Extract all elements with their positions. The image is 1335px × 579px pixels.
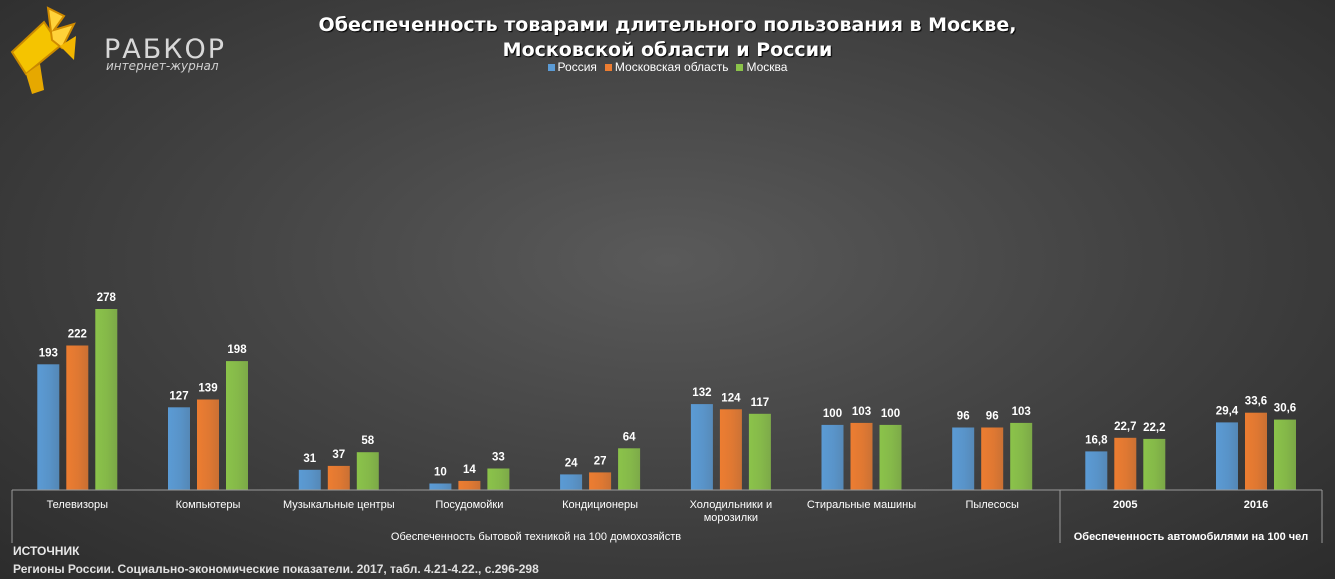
data-label-russia-8: 16,8	[1085, 434, 1108, 446]
data-label-moscow-5: 117	[751, 397, 770, 409]
legend-label-moscow-region: Московская область	[614, 60, 729, 74]
chart-title-line-1: Обеспеченность товарами длительного поль…	[318, 14, 1017, 36]
data-label-moscow-9: 30,6	[1274, 403, 1296, 415]
data-label-moscow-7: 103	[1012, 406, 1031, 418]
bar-moscow-1	[226, 361, 248, 490]
logo-subtitle: интернет-журнал	[106, 59, 219, 73]
legend-label-moscow: Москва	[746, 60, 788, 74]
bar-russia-6	[821, 424, 844, 490]
bar-russia-1	[168, 407, 190, 490]
data-label-moscow_region-9: 33,6	[1245, 396, 1267, 408]
category-label-2: Музыкальные центры	[283, 499, 395, 511]
data-label-moscow-4: 64	[623, 431, 636, 443]
bar-russia-8	[1085, 451, 1108, 490]
data-label-russia-7: 96	[957, 411, 970, 423]
legend-item-moscow-region: Московская область	[604, 60, 729, 74]
category-label-7: Пылесосы	[965, 499, 1019, 511]
legend-swatch-russia	[547, 63, 555, 71]
bar-moscow_region-5	[719, 409, 742, 490]
data-label-russia-2: 31	[303, 453, 316, 465]
data-label-russia-0: 193	[39, 347, 58, 359]
bar-russia-5	[690, 404, 713, 490]
data-label-moscow_region-0: 222	[68, 329, 87, 341]
source-heading: ИСТОЧНИК	[13, 544, 80, 558]
bar-moscow-7	[1010, 422, 1033, 490]
bar-moscow-8	[1143, 438, 1166, 490]
category-label-0: Телевизоры	[47, 499, 109, 511]
data-label-moscow_region-8: 22,7	[1114, 421, 1136, 433]
group-label-cars: Обеспеченность автомобилями на 100 чел	[1074, 531, 1309, 543]
legend-swatch-moscow	[736, 63, 744, 71]
legend: Россия Московская область Москва	[0, 60, 1335, 74]
category-label-6: Стиральные машины	[807, 499, 916, 511]
bar-moscow_region-8	[1114, 437, 1137, 490]
bar-moscow-5	[748, 413, 771, 490]
bar-moscow_region-9	[1245, 412, 1267, 490]
bar-moscow_region-4	[589, 472, 612, 490]
legend-item-moscow: Москва	[736, 60, 787, 74]
data-label-moscow_region-6: 103	[852, 406, 871, 418]
data-label-moscow_region-3: 14	[463, 464, 476, 476]
bar-moscow-6	[879, 424, 902, 490]
data-label-moscow_region-2: 37	[332, 449, 345, 461]
data-label-moscow_region-5: 124	[721, 392, 741, 404]
data-label-moscow-8: 22,2	[1143, 422, 1165, 434]
data-label-russia-5: 132	[692, 387, 711, 399]
bar-moscow_region-2	[327, 465, 350, 490]
data-label-moscow_region-4: 27	[594, 455, 607, 467]
bar-russia-9	[1216, 422, 1238, 490]
category-label-4: Кондиционеры	[562, 499, 638, 511]
logo: РАБКОР интернет-журнал	[4, 2, 224, 102]
data-label-moscow-1: 198	[227, 344, 247, 356]
bar-moscow-4	[618, 448, 641, 490]
category-label-9: 2016	[1244, 499, 1268, 511]
bar-moscow_region-7	[981, 427, 1004, 490]
bar-moscow_region-1	[197, 399, 219, 490]
data-label-russia-9: 29,4	[1216, 405, 1239, 417]
data-label-russia-6: 100	[823, 408, 842, 420]
data-label-moscow-2: 58	[361, 435, 374, 447]
data-label-moscow_region-1: 139	[198, 383, 217, 395]
data-label-moscow-0: 278	[97, 292, 117, 304]
data-label-russia-3: 10	[434, 467, 447, 479]
category-label-3: Посудомойки	[435, 499, 503, 511]
chart-title: Обеспеченность товарами длительного поль…	[250, 13, 1085, 63]
source-text: Регионы России. Социально-экономические …	[13, 562, 539, 576]
legend-item-russia: Россия	[547, 60, 597, 74]
data-label-moscow_region-7: 96	[986, 411, 999, 423]
category-label-1: Компьютеры	[176, 499, 241, 511]
bar-russia-2	[298, 469, 321, 490]
category-label-5-line-1: Холодильники и	[690, 499, 773, 511]
group-label-appliances: Обеспеченность бытовой техникой на 100 д…	[391, 531, 681, 543]
bar-moscow-3	[487, 468, 510, 490]
bar-moscow-9	[1274, 419, 1296, 490]
data-label-russia-1: 127	[169, 390, 188, 402]
data-label-russia-4: 24	[565, 457, 578, 469]
legend-label-russia: Россия	[557, 60, 597, 74]
data-label-moscow-6: 100	[881, 408, 900, 420]
legend-swatch-moscow-region	[604, 63, 612, 71]
bar-moscow_region-6	[850, 422, 873, 490]
megaphone-icon	[10, 6, 76, 94]
bar-russia-3	[429, 483, 452, 490]
chart-title-line-2: Московской области и России	[502, 39, 833, 61]
data-label-moscow-3: 33	[492, 452, 505, 464]
bar-moscow-2	[356, 452, 379, 490]
logo-wordmark: РАБКОР	[104, 34, 226, 65]
bar-russia-0	[37, 364, 60, 490]
bar-moscow_region-3	[458, 480, 481, 490]
bar-russia-7	[952, 427, 975, 490]
bar-russia-4	[560, 474, 583, 490]
category-label-5-line-2: морозилки	[704, 512, 758, 524]
bar-moscow-0	[95, 309, 118, 490]
bar-moscow_region-0	[66, 345, 89, 490]
category-label-8: 2005	[1113, 499, 1137, 511]
